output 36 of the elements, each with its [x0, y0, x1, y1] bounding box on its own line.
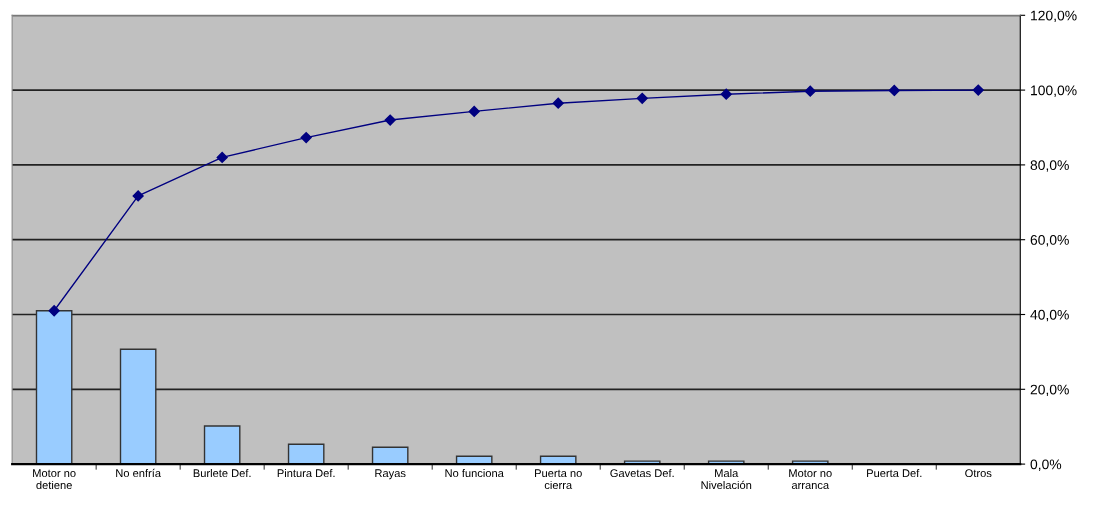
- point: [888, 84, 900, 97]
- x-tick-label: Gavetas Def.: [610, 468, 674, 478]
- bar: [371, 446, 409, 465]
- point: [216, 151, 228, 164]
- x-tick-label: No funciona: [445, 468, 504, 478]
- x-tick-label: No enfría: [116, 468, 161, 478]
- x-tick-label: Motor no arranca: [789, 469, 832, 490]
- x-tick-label: Puerta no cierra: [535, 469, 582, 490]
- point: [720, 88, 732, 100]
- point: [384, 114, 396, 126]
- y-tick-label: 0,0%: [1030, 459, 1062, 471]
- bar: [119, 348, 157, 465]
- bar: [35, 310, 73, 465]
- y-tick-label: 100,0%: [1031, 85, 1077, 97]
- y-tick-label: 120,0%: [1031, 10, 1077, 23]
- y-tick-label: 60,0%: [1030, 235, 1069, 247]
- x-tick-label: Pintura Def.: [277, 468, 335, 478]
- x-tick-label: Rayas: [375, 469, 406, 480]
- point: [132, 190, 144, 202]
- x-tick-label: Mala Nivelación: [701, 468, 752, 490]
- point: [972, 84, 984, 96]
- y-tick-label: 20,0%: [1030, 384, 1069, 397]
- bar: [287, 443, 325, 465]
- bar: [203, 425, 241, 465]
- y-tick-label: 80,0%: [1030, 160, 1069, 172]
- point: [468, 105, 480, 118]
- point: [48, 305, 60, 317]
- point: [300, 131, 312, 144]
- x-tick-label: Puerta Def.: [867, 468, 922, 478]
- x-tick-label: Motor no detiene: [33, 469, 76, 490]
- x-tick-label: Otros: [965, 469, 992, 478]
- x-tick-label: Burlete Def.: [193, 468, 251, 478]
- y-tick-label: 40,0%: [1030, 309, 1069, 322]
- point: [636, 92, 648, 104]
- point: [552, 97, 564, 109]
- point: [804, 85, 816, 97]
